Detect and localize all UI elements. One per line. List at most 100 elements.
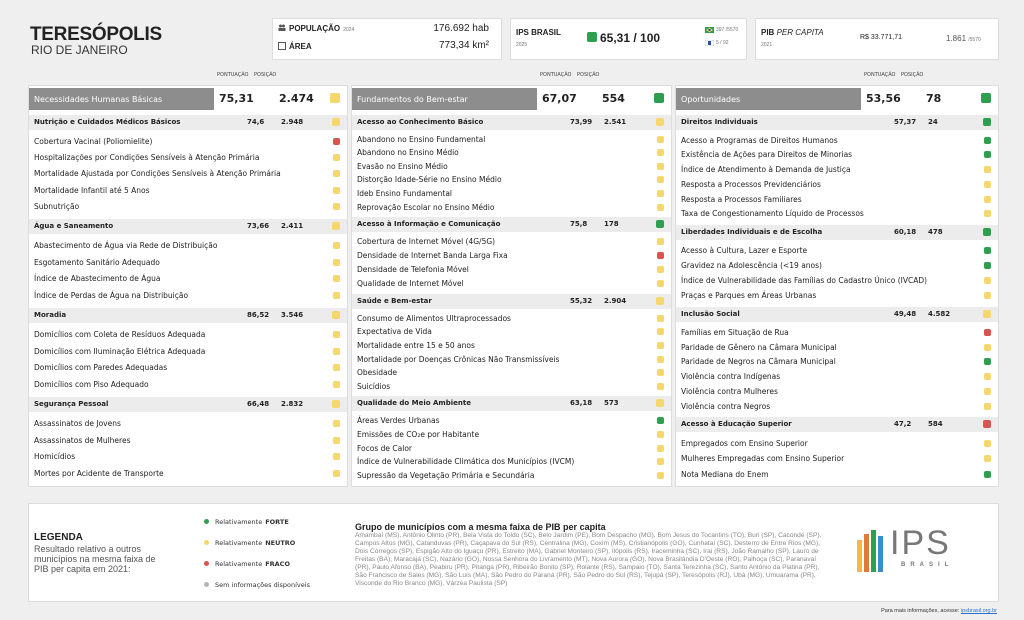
- indicator-list: Consumo de Alimentos Ultraprocessados Exp…: [352, 309, 671, 396]
- indicator-name: Ideb Ensino Fundamental: [357, 189, 453, 199]
- pib-value: R$ 33.771,71: [860, 34, 903, 41]
- component-name: Acesso ao Conhecimento Básico: [357, 118, 484, 126]
- indicator-name: Assassinatos de Jovens: [34, 419, 121, 429]
- indicator-list: Domicílios com Coleta de Resíduos Adequa…: [29, 323, 347, 397]
- indicator-row: Assassinatos de Mulheres: [29, 435, 347, 447]
- footer: Para mais informações, acesse: ipsbrasil…: [881, 608, 997, 614]
- footer-link[interactable]: ipsbrasil.org.br: [960, 608, 997, 614]
- indicator-name: Mortes por Acidente de Transporte: [34, 468, 164, 478]
- dimension-rank: 2.474: [279, 92, 314, 105]
- component-name: Direitos Individuais: [681, 118, 758, 126]
- component-rank: 2.904: [604, 297, 627, 306]
- indicator-status: [657, 355, 664, 363]
- indicator-row: Paridade de Gênero na Câmara Municipal: [676, 342, 998, 354]
- dimension-status: [654, 93, 664, 103]
- indicator-name: Esgotamento Sanitário Adequado: [34, 257, 160, 267]
- component-rank: 178: [604, 220, 619, 229]
- indicator-list: Áreas Verdes Urbanas Emissões de CO₂e por…: [352, 411, 671, 486]
- indicator-row: Hospitalizações por Condições Sensíveis …: [29, 152, 347, 164]
- indicator-list: Empregados com Ensino Superior Mulheres E…: [676, 432, 998, 486]
- logo-text: IPS: [890, 524, 951, 562]
- indicator-status: [333, 331, 340, 339]
- component-status: [983, 310, 991, 319]
- rank-national-total: /5570: [725, 27, 739, 33]
- component: Água e Saneamento 73,66 2.411 Abastecimento…: [29, 218, 347, 308]
- rank-header: POSIÇÃO: [254, 72, 277, 78]
- dimension-name: Fundamentos do Bem-estar: [352, 88, 537, 110]
- rank-header: POSIÇÃO: [577, 72, 600, 78]
- legend-strong: FORTE: [265, 518, 289, 526]
- component: Acesso ao Conhecimento Básico 73,99 2.541 A…: [352, 115, 671, 217]
- indicator-row: Mulheres Empregadas com Ensino Superior: [676, 453, 998, 465]
- indicator-status: [984, 136, 991, 144]
- component-rank: 24: [928, 118, 938, 126]
- legend-title: LEGENDA: [34, 532, 83, 543]
- indicator-row: Qualidade de Internet Móvel: [352, 278, 671, 290]
- indicator-row: Acesso a Programas de Direitos Humanos: [676, 135, 998, 147]
- indicator-status: [333, 138, 340, 146]
- pib-box: PIB PER CAPITA 2021 R$ 33.771,71 1.861 /…: [755, 18, 999, 60]
- legend-label: Relativamente: [215, 518, 263, 526]
- indicator-row: Violência contra Mulheres: [676, 386, 998, 398]
- population-label: POPULAÇÃO: [289, 24, 341, 33]
- indicator-list: Cobertura Vacinal (Poliomielite) Hospital…: [29, 130, 347, 219]
- indicator-status: [333, 242, 340, 250]
- group-members: Amambaí (MS), Antônio Olinto (PR), Bela …: [355, 532, 822, 587]
- rank-national: 397: [716, 27, 725, 33]
- indicator-name: Abandono no Ensino Fundamental: [357, 134, 486, 144]
- indicator-list: Cobertura de Internet Móvel (4G/5G) Densi…: [352, 232, 671, 294]
- indicator-list: Acesso a Programas de Direitos Humanos Ex…: [676, 130, 998, 225]
- indicator-name: Mortalidade entre 15 e 50 anos: [357, 340, 475, 350]
- dimension-status: [981, 93, 991, 103]
- indicator-status: [984, 387, 991, 395]
- indicator-list: Assassinatos de Jovens Assassinatos de Mu…: [29, 412, 347, 486]
- indicator-status: [657, 162, 664, 170]
- indicator-row: Distorção Idade-Série no Ensino Médio: [352, 174, 671, 186]
- indicator-row: Paridade de Negros na Câmara Municipal: [676, 356, 998, 368]
- score-header: PONTUAÇÃO: [217, 72, 249, 78]
- component: Saúde e Bem-estar 55,32 2.904 Consumo de Al…: [352, 294, 671, 396]
- indicator-row: Cobertura de Internet Móvel (4G/5G): [352, 236, 671, 248]
- indicator-row: Evasão no Ensino Médio: [352, 161, 671, 173]
- component-rank: 2.948: [281, 118, 304, 126]
- indicator-list: Acesso à Cultura, Lazer e Esporte Gravide…: [676, 240, 998, 307]
- dimension-row: Oportunidades 53,56 78: [676, 88, 998, 110]
- indicator-status: [984, 455, 991, 463]
- indicator-name: Domicílios com Iluminação Elétrica Adequ…: [34, 346, 206, 356]
- legend-description: Resultado relativo a outros municípios n…: [34, 544, 156, 574]
- indicator-row: Mortes por Acidente de Transporte: [29, 468, 347, 480]
- indicator-status: [984, 292, 991, 300]
- state: RIO DE JANEIRO: [31, 43, 128, 57]
- indicator-status: [657, 341, 664, 349]
- indicator-name: Gravidez na Adolescência (<19 anos): [681, 261, 822, 271]
- component-name: Moradia: [34, 310, 67, 319]
- indicator-status: [984, 210, 991, 218]
- legend-dot: [204, 519, 209, 524]
- component-status: [983, 420, 991, 429]
- component-name: Acesso à Informação e Comunicação: [357, 220, 501, 229]
- indicator-name: Obesidade: [357, 368, 398, 378]
- component-row: Acesso à Educação Superior 47,2 584: [676, 417, 998, 433]
- legend-dot: [204, 540, 209, 545]
- component-score: 73,99: [570, 118, 593, 126]
- indicator-status: [984, 166, 991, 174]
- pib-rank-total: /5570: [968, 37, 981, 43]
- indicator-status: [984, 358, 991, 366]
- logo-mark: [857, 530, 883, 572]
- dimension-row: Fundamentos do Bem-estar 67,07 554: [352, 88, 671, 110]
- dimension-panel: Necessidades Humanas Básicas 75,31 2.474 Nu…: [28, 85, 348, 487]
- component-rank: 584: [928, 420, 943, 429]
- indicator-row: Densidade de Telefonia Móvel: [352, 264, 671, 276]
- indicator-row: Violência contra Negros: [676, 401, 998, 413]
- component-status: [656, 220, 664, 229]
- dimension-row: Necessidades Humanas Básicas 75,31 2.474: [29, 88, 347, 110]
- indicator-status: [657, 472, 664, 480]
- indicator-status: [333, 154, 340, 162]
- indicator-name: Empregados com Ensino Superior: [681, 438, 808, 448]
- indicator-name: Focos de Calor: [357, 443, 412, 453]
- indicator-name: Violência contra Indígenas: [681, 372, 781, 382]
- indicator-status: [657, 328, 664, 336]
- indicator-list: Famílias em Situação de Rua Paridade de G…: [676, 322, 998, 417]
- indicator-row: Índice de Vulnerabilidade das Famílias d…: [676, 275, 998, 287]
- indicator-row: Esgotamento Sanitário Adequado: [29, 257, 347, 269]
